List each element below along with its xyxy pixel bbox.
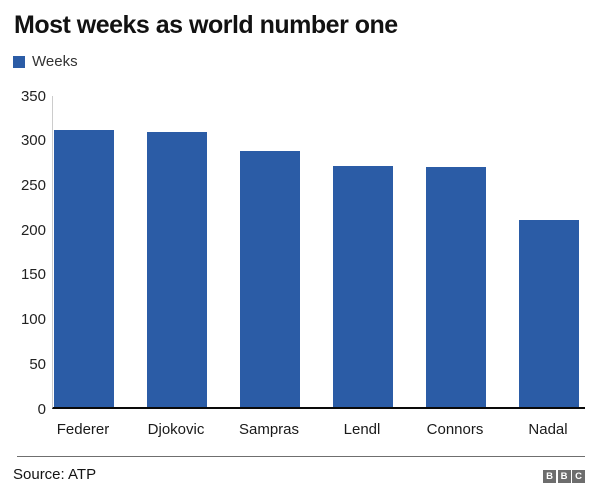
legend: Weeks bbox=[13, 53, 78, 70]
y-tick-label: 200 bbox=[20, 221, 46, 239]
bar-sampras bbox=[240, 151, 300, 407]
x-tick-label: Federer bbox=[56, 421, 110, 438]
y-tick-label: 300 bbox=[20, 132, 46, 150]
y-tick-label: 150 bbox=[20, 266, 46, 284]
y-tick-label: 50 bbox=[29, 355, 46, 373]
x-tick-label: Sampras bbox=[238, 421, 300, 438]
y-tick-label: 100 bbox=[20, 311, 46, 329]
bbc-logo-letter: B bbox=[543, 470, 556, 483]
x-tick-label: Nadal bbox=[528, 421, 568, 438]
bar-nadal bbox=[519, 220, 579, 407]
x-tick-label: Connors bbox=[426, 421, 484, 438]
y-tick-label: 0 bbox=[37, 400, 46, 418]
bar-federer bbox=[54, 129, 114, 407]
bar-djokovic bbox=[147, 132, 207, 407]
source-label: Source: ATP bbox=[13, 466, 97, 483]
bbc-logo-letter: C bbox=[572, 470, 585, 483]
x-tick-label: Lendl bbox=[343, 421, 381, 438]
footer-divider bbox=[17, 456, 585, 457]
legend-swatch-icon bbox=[13, 55, 25, 68]
x-tick-label: Djokovic bbox=[147, 421, 205, 438]
y-tick-label: 350 bbox=[20, 87, 46, 105]
plot-area bbox=[52, 96, 585, 409]
y-tick-label: 250 bbox=[20, 176, 46, 194]
x-axis: Federer Djokovic Sampras Lendl Connors Nadal bbox=[52, 421, 585, 441]
legend-label: Weeks bbox=[32, 53, 78, 70]
bar-connors bbox=[426, 167, 486, 407]
bar-lendl bbox=[333, 165, 393, 407]
chart-title: Most weeks as world number one bbox=[14, 11, 398, 39]
bbc-logo-letter: B bbox=[557, 470, 571, 483]
